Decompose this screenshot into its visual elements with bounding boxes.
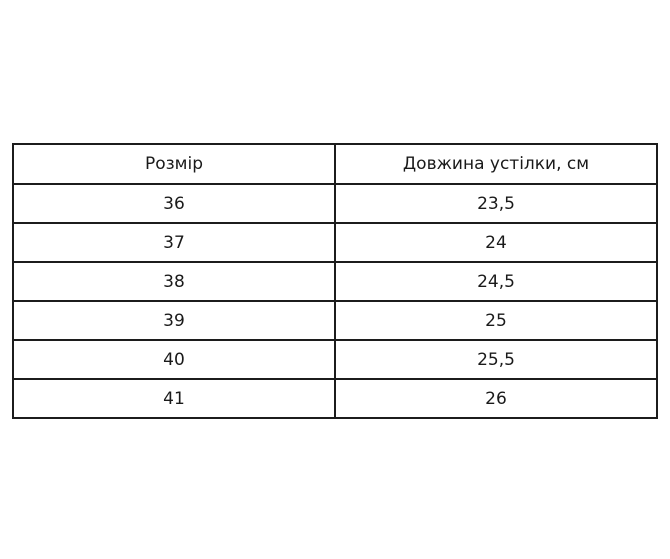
cell-size: 41 — [12, 378, 336, 419]
table-row: 37 24 — [12, 222, 658, 263]
table-row: 40 25,5 — [12, 339, 658, 380]
cell-insole-length: 25,5 — [334, 339, 658, 380]
table-row: 36 23,5 — [12, 183, 658, 224]
cell-insole-length: 25 — [334, 300, 658, 341]
size-table-container: Розмір Довжина устілки, см 36 23,5 37 24… — [12, 143, 658, 419]
cell-insole-length: 23,5 — [334, 183, 658, 224]
header-insole-length: Довжина устілки, см — [334, 143, 658, 185]
table-row: 38 24,5 — [12, 261, 658, 302]
cell-size: 38 — [12, 261, 336, 302]
table-header-row: Розмір Довжина устілки, см — [12, 143, 658, 185]
table-row: 39 25 — [12, 300, 658, 341]
cell-size: 39 — [12, 300, 336, 341]
cell-insole-length: 24,5 — [334, 261, 658, 302]
header-size: Розмір — [12, 143, 336, 185]
size-table: Розмір Довжина устілки, см 36 23,5 37 24… — [12, 143, 658, 419]
cell-size: 40 — [12, 339, 336, 380]
cell-insole-length: 26 — [334, 378, 658, 419]
cell-insole-length: 24 — [334, 222, 658, 263]
table-row: 41 26 — [12, 378, 658, 419]
cell-size: 37 — [12, 222, 336, 263]
cell-size: 36 — [12, 183, 336, 224]
